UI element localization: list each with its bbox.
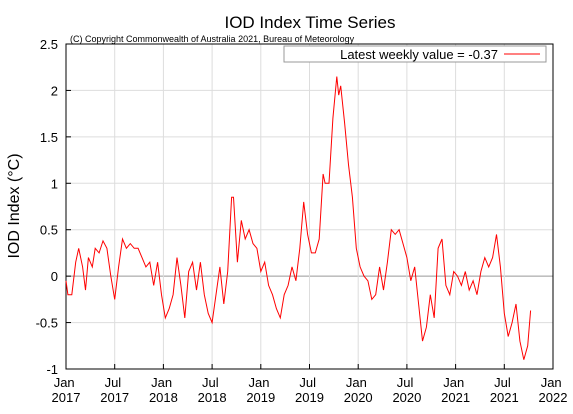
x-tick-label: Jan 2022 [539,375,568,405]
chart-title: IOD Index Time Series [224,13,395,32]
y-axis-label: IOD Index (°C) [6,153,23,258]
y-tick-label: 2.5 [40,37,58,52]
x-tick-label: Jul 2019 [295,375,324,405]
chart-subtitle: (C) Copyright Commonwealth of Australia … [70,34,355,44]
y-tick-label: -1 [46,362,58,377]
data-line [65,76,532,360]
x-tick-label: Jul 2020 [392,375,421,405]
x-tick-label: Jan 2019 [246,375,275,405]
x-tick-label: Jan 2020 [344,375,373,405]
x-tick-label: Jul 2018 [198,375,227,405]
x-tick-label: Jan 2017 [52,375,81,405]
y-tick-label: 0 [51,269,58,284]
plot-border [65,43,554,370]
y-tick-label: 0.5 [40,223,58,238]
y-tick-label: 1 [51,176,58,191]
x-tick-label: Jan 2018 [149,375,178,405]
x-tick-label: Jul 2021 [490,375,519,405]
y-tick-label: 2 [51,83,58,98]
legend-label: Latest weekly value = -0.37 [340,47,498,62]
legend-box [283,45,547,63]
y-tick-label: 1.5 [40,130,58,145]
y-tick-label: -0.5 [36,316,58,331]
x-tick-label: Jul 2017 [100,375,129,405]
x-tick-label: Jan 2021 [441,375,470,405]
